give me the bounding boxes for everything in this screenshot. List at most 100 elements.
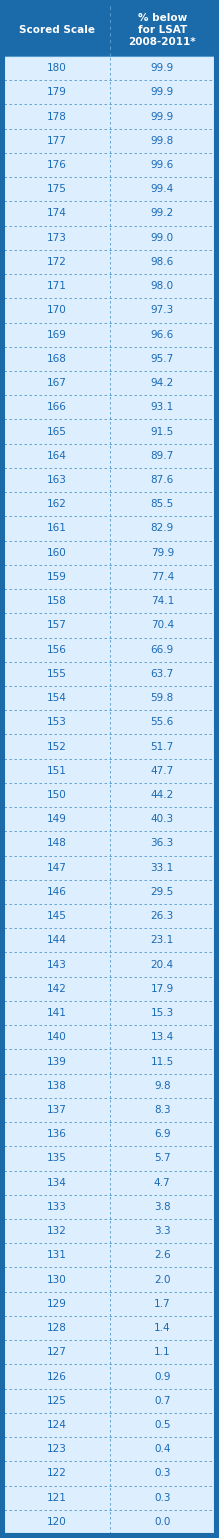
Text: 136: 136 (47, 1129, 67, 1140)
Text: 165: 165 (47, 426, 67, 437)
Text: 176: 176 (47, 160, 67, 171)
Text: 166: 166 (47, 403, 67, 412)
Text: 93.1: 93.1 (151, 403, 174, 412)
Text: 171: 171 (47, 281, 67, 291)
Text: 11.5: 11.5 (151, 1057, 174, 1066)
Text: 99.9: 99.9 (151, 63, 174, 74)
Text: 5.7: 5.7 (154, 1154, 171, 1163)
Text: 156: 156 (47, 644, 67, 655)
Text: 138: 138 (47, 1081, 67, 1090)
Text: 161: 161 (47, 523, 67, 534)
Text: 145: 145 (47, 910, 67, 921)
Text: 167: 167 (47, 378, 67, 388)
Text: 141: 141 (47, 1007, 67, 1018)
Text: 153: 153 (47, 717, 67, 727)
Text: 47.7: 47.7 (151, 766, 174, 775)
Text: 126: 126 (47, 1372, 67, 1381)
Text: 99.8: 99.8 (151, 135, 174, 146)
Text: 82.9: 82.9 (151, 523, 174, 534)
Text: 172: 172 (47, 257, 67, 268)
Text: 164: 164 (47, 451, 67, 461)
Text: 4.7: 4.7 (154, 1178, 171, 1187)
Text: 36.3: 36.3 (151, 838, 174, 849)
Bar (4, 5, 215, 55)
Text: 168: 168 (47, 354, 67, 365)
Text: 26.3: 26.3 (151, 910, 174, 921)
Text: 130: 130 (47, 1275, 67, 1284)
Text: 98.6: 98.6 (151, 257, 174, 268)
Text: 1.7: 1.7 (154, 1298, 171, 1309)
Text: 99.9: 99.9 (151, 88, 174, 97)
Text: 20.4: 20.4 (151, 960, 174, 969)
Text: 154: 154 (47, 694, 67, 703)
Text: 149: 149 (47, 814, 67, 824)
Text: 97.3: 97.3 (151, 306, 174, 315)
Text: 128: 128 (47, 1323, 67, 1333)
Text: 143: 143 (47, 960, 67, 969)
Text: 99.0: 99.0 (151, 232, 174, 243)
Text: 89.7: 89.7 (151, 451, 174, 461)
Text: 125: 125 (47, 1397, 67, 1406)
Text: 96.6: 96.6 (151, 329, 174, 340)
Text: 77.4: 77.4 (151, 572, 174, 581)
Text: 3.8: 3.8 (154, 1201, 171, 1212)
Text: 91.5: 91.5 (151, 426, 174, 437)
Text: 123: 123 (47, 1444, 67, 1455)
Text: 70.4: 70.4 (151, 620, 174, 631)
Text: 8.3: 8.3 (154, 1104, 171, 1115)
Text: 146: 146 (47, 887, 67, 897)
Text: 2.6: 2.6 (154, 1250, 171, 1260)
Text: 79.9: 79.9 (151, 548, 174, 558)
Text: 133: 133 (47, 1201, 67, 1212)
Text: 40.3: 40.3 (151, 814, 174, 824)
Text: 177: 177 (47, 135, 67, 146)
Text: 85.5: 85.5 (151, 500, 174, 509)
Text: 174: 174 (47, 209, 67, 218)
Text: 131: 131 (47, 1250, 67, 1260)
Text: Scored Scale: Scored Scale (19, 25, 95, 35)
Text: 59.8: 59.8 (151, 694, 174, 703)
Text: 66.9: 66.9 (151, 644, 174, 655)
Text: 180: 180 (47, 63, 67, 74)
Text: 162: 162 (47, 500, 67, 509)
Text: 29.5: 29.5 (151, 887, 174, 897)
Text: 13.4: 13.4 (151, 1032, 174, 1043)
Text: 55.6: 55.6 (151, 717, 174, 727)
Text: 99.4: 99.4 (151, 185, 174, 194)
Text: 147: 147 (47, 863, 67, 872)
Text: 170: 170 (47, 306, 67, 315)
Text: 127: 127 (47, 1347, 67, 1357)
Text: 139: 139 (47, 1057, 67, 1066)
Text: 74.1: 74.1 (151, 597, 174, 606)
Text: 9.8: 9.8 (154, 1081, 171, 1090)
Text: 63.7: 63.7 (151, 669, 174, 678)
Text: 94.2: 94.2 (151, 378, 174, 388)
Text: 175: 175 (47, 185, 67, 194)
Text: 17.9: 17.9 (151, 984, 174, 994)
Text: 0.0: 0.0 (154, 1516, 170, 1527)
Text: 163: 163 (47, 475, 67, 484)
Text: 159: 159 (47, 572, 67, 581)
Text: 6.9: 6.9 (154, 1129, 171, 1140)
Text: % below
for LSAT
2008-2011*: % below for LSAT 2008-2011* (128, 14, 196, 46)
Text: 129: 129 (47, 1298, 67, 1309)
Text: 155: 155 (47, 669, 67, 678)
Text: 137: 137 (47, 1104, 67, 1115)
Text: 173: 173 (47, 232, 67, 243)
Text: 120: 120 (47, 1516, 67, 1527)
Text: 0.3: 0.3 (154, 1469, 171, 1478)
Text: 160: 160 (47, 548, 67, 558)
Text: 122: 122 (47, 1469, 67, 1478)
Text: 150: 150 (47, 791, 67, 800)
Text: 179: 179 (47, 88, 67, 97)
Text: 23.1: 23.1 (151, 935, 174, 946)
Text: 0.9: 0.9 (154, 1372, 171, 1381)
Text: 0.5: 0.5 (154, 1420, 171, 1430)
Text: 178: 178 (47, 112, 67, 122)
Text: 169: 169 (47, 329, 67, 340)
Text: 152: 152 (47, 741, 67, 752)
Text: 98.0: 98.0 (151, 281, 174, 291)
Text: 132: 132 (47, 1226, 67, 1237)
Text: 95.7: 95.7 (151, 354, 174, 365)
Text: 51.7: 51.7 (151, 741, 174, 752)
